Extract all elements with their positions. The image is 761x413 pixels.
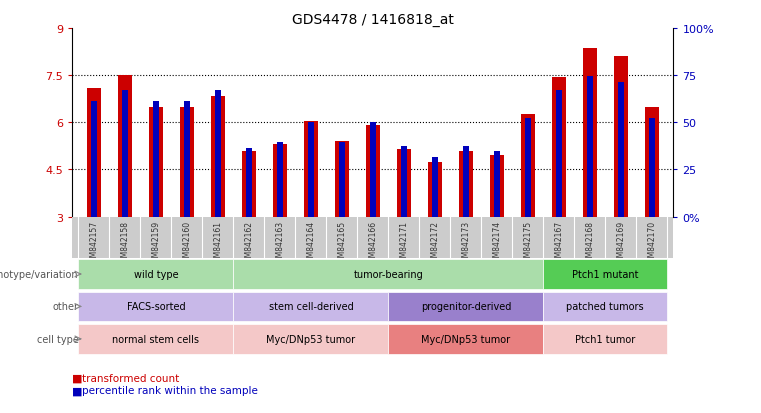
Bar: [91, 101, 97, 217]
Text: progenitor-derived: progenitor-derived: [421, 301, 511, 312]
Bar: [556, 91, 562, 217]
Bar: [583, 49, 597, 217]
Bar: [242, 151, 256, 217]
Bar: [618, 83, 623, 217]
Text: stem cell-derived: stem cell-derived: [269, 301, 353, 312]
Text: percentile rank within the sample: percentile rank within the sample: [82, 385, 258, 395]
Text: GSM842157: GSM842157: [90, 220, 98, 266]
Text: Myc/DNp53 tumor: Myc/DNp53 tumor: [422, 334, 511, 344]
Bar: [234, 292, 388, 322]
Bar: [335, 142, 349, 217]
Bar: [490, 156, 504, 217]
Text: GSM842162: GSM842162: [244, 220, 253, 266]
Bar: [543, 259, 667, 289]
Text: other: other: [53, 301, 78, 312]
Bar: [211, 96, 225, 217]
Bar: [234, 259, 543, 289]
Text: GSM842174: GSM842174: [492, 220, 501, 266]
Text: GSM842161: GSM842161: [213, 220, 222, 266]
Text: normal stem cells: normal stem cells: [113, 334, 199, 344]
Bar: [78, 292, 234, 322]
Bar: [246, 148, 252, 217]
Bar: [87, 88, 101, 217]
Bar: [649, 119, 654, 217]
Text: tumor-bearing: tumor-bearing: [354, 269, 423, 279]
Bar: [184, 101, 189, 217]
Bar: [180, 107, 194, 217]
Text: Ptch1 mutant: Ptch1 mutant: [572, 269, 638, 279]
Text: GSM842160: GSM842160: [183, 220, 192, 266]
Text: GSM842170: GSM842170: [648, 220, 656, 266]
Text: GSM842172: GSM842172: [431, 220, 439, 266]
Bar: [234, 324, 388, 354]
Text: wild type: wild type: [134, 269, 178, 279]
Bar: [494, 152, 500, 217]
Bar: [78, 259, 234, 289]
Bar: [543, 324, 667, 354]
Text: cell type: cell type: [37, 334, 78, 344]
Bar: [401, 147, 406, 217]
Text: GSM842173: GSM842173: [461, 220, 470, 266]
Bar: [459, 151, 473, 217]
Text: GSM842171: GSM842171: [400, 220, 409, 266]
Text: GSM842169: GSM842169: [616, 220, 626, 266]
Text: patched tumors: patched tumors: [566, 301, 644, 312]
Text: ■: ■: [72, 373, 83, 383]
Text: GSM842163: GSM842163: [275, 220, 285, 266]
Text: GSM842164: GSM842164: [307, 220, 315, 266]
Bar: [273, 145, 287, 217]
Bar: [339, 143, 345, 217]
Bar: [587, 77, 593, 217]
Bar: [78, 324, 234, 354]
Text: transformed count: transformed count: [82, 373, 180, 383]
Bar: [432, 158, 438, 217]
Text: Ptch1 tumor: Ptch1 tumor: [575, 334, 635, 344]
Bar: [543, 292, 667, 322]
Text: GSM842175: GSM842175: [524, 220, 533, 266]
Text: genotype/variation: genotype/variation: [0, 269, 78, 279]
Bar: [153, 101, 159, 217]
Text: GSM842165: GSM842165: [337, 220, 346, 266]
Bar: [388, 324, 543, 354]
Bar: [123, 91, 128, 217]
Bar: [521, 115, 535, 217]
Text: FACS-sorted: FACS-sorted: [126, 301, 185, 312]
Bar: [149, 107, 163, 217]
Text: GSM842159: GSM842159: [151, 220, 161, 266]
Text: GSM842166: GSM842166: [368, 220, 377, 266]
Bar: [428, 162, 442, 217]
Bar: [397, 150, 411, 217]
Bar: [388, 292, 543, 322]
Bar: [215, 91, 221, 217]
Bar: [552, 78, 565, 217]
Bar: [463, 147, 469, 217]
Text: GSM842168: GSM842168: [585, 220, 594, 266]
Text: Myc/DNp53 tumor: Myc/DNp53 tumor: [266, 334, 355, 344]
Bar: [645, 107, 659, 217]
Text: ■: ■: [72, 385, 83, 395]
Bar: [304, 121, 318, 217]
Bar: [614, 57, 628, 217]
Bar: [277, 143, 283, 217]
Bar: [525, 119, 530, 217]
Bar: [118, 76, 132, 217]
Bar: [370, 123, 376, 217]
Bar: [366, 126, 380, 217]
Text: GSM842167: GSM842167: [554, 220, 563, 266]
Title: GDS4478 / 1416818_at: GDS4478 / 1416818_at: [292, 12, 454, 26]
Text: GSM842158: GSM842158: [120, 220, 129, 266]
Bar: [308, 123, 314, 217]
